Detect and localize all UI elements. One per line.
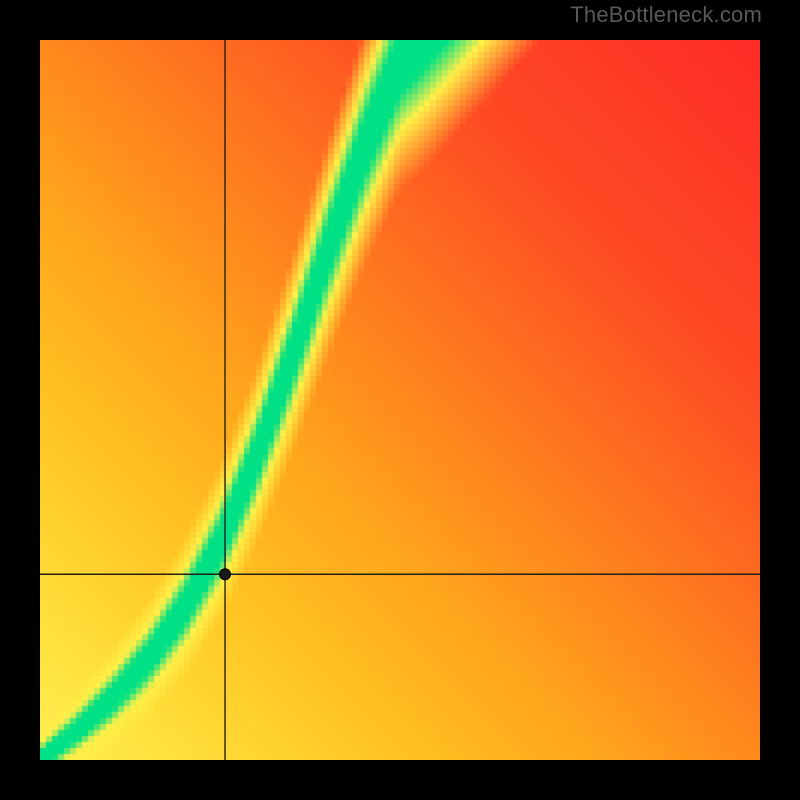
bottleneck-heatmap (40, 40, 760, 760)
watermark-text: TheBottleneck.com (570, 2, 762, 28)
chart-stage: TheBottleneck.com (0, 0, 800, 800)
